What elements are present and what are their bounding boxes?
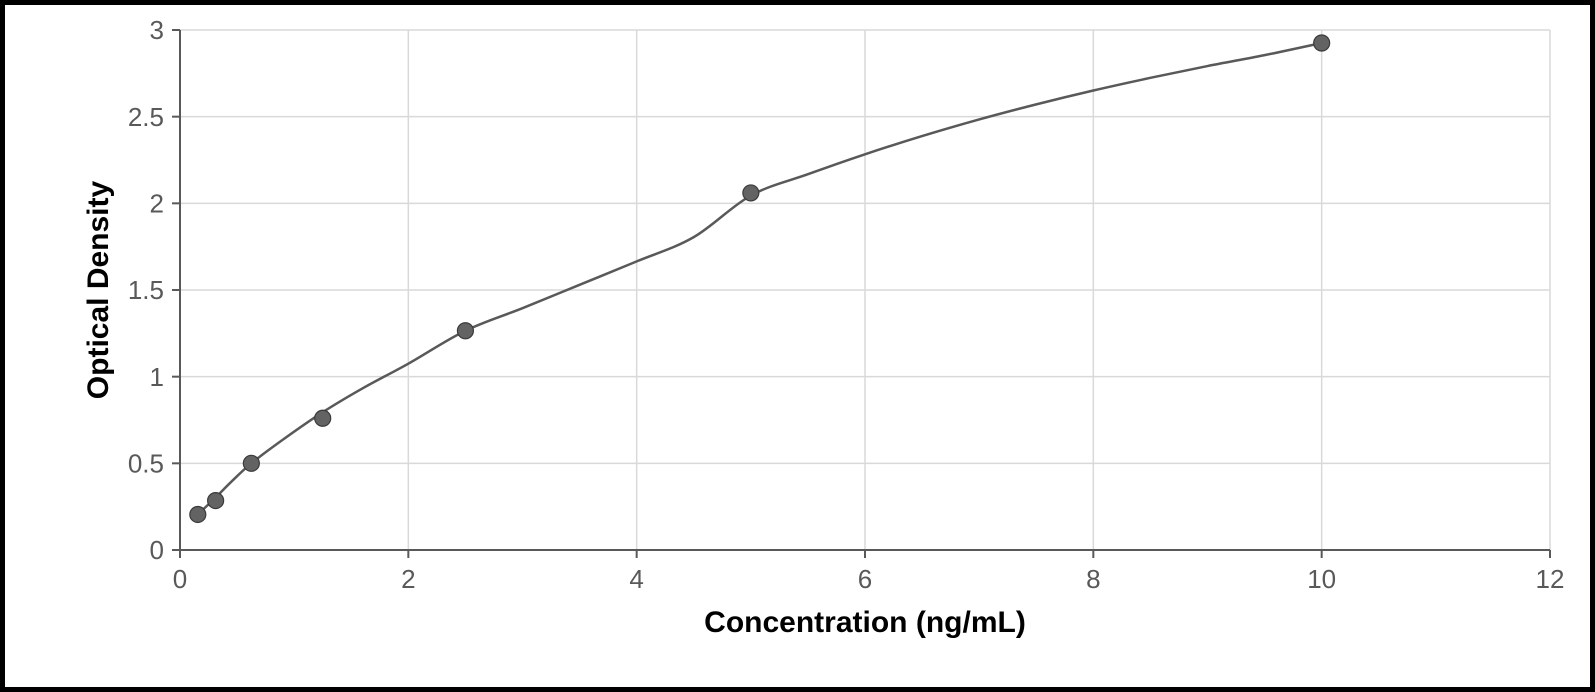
x-tick-label: 0 [173,564,187,594]
x-tick-label: 6 [858,564,872,594]
y-tick-label: 3 [150,15,164,45]
data-point [743,185,759,201]
y-tick-label: 0.5 [128,448,164,478]
y-tick-label: 1 [150,362,164,392]
chart-container: 0 2 4 6 8 10 12 0 0.5 1 1.5 2 2.5 3 Concentration (ng/… [0,0,1595,692]
x-tick-label: 10 [1307,564,1336,594]
x-tick-label: 12 [1536,564,1565,594]
y-tick-label: 1.5 [128,275,164,305]
data-point [208,493,224,509]
x-tick-label: 8 [1086,564,1100,594]
y-axis-label: Optical Density [82,180,115,399]
data-point [243,455,259,471]
y-tick-label: 0 [150,535,164,565]
x-tick-label: 2 [401,564,415,594]
data-point [315,410,331,426]
data-point [457,323,473,339]
x-tick-label: 4 [629,564,643,594]
data-point [190,506,206,522]
y-tick-label: 2.5 [128,102,164,132]
x-axis-label: Concentration (ng/mL) [704,606,1026,639]
data-point [1314,35,1330,51]
chart-svg: 0 2 4 6 8 10 12 0 0.5 1 1.5 2 2.5 3 Concentration (ng/… [5,5,1590,687]
y-tick-label: 2 [150,188,164,218]
